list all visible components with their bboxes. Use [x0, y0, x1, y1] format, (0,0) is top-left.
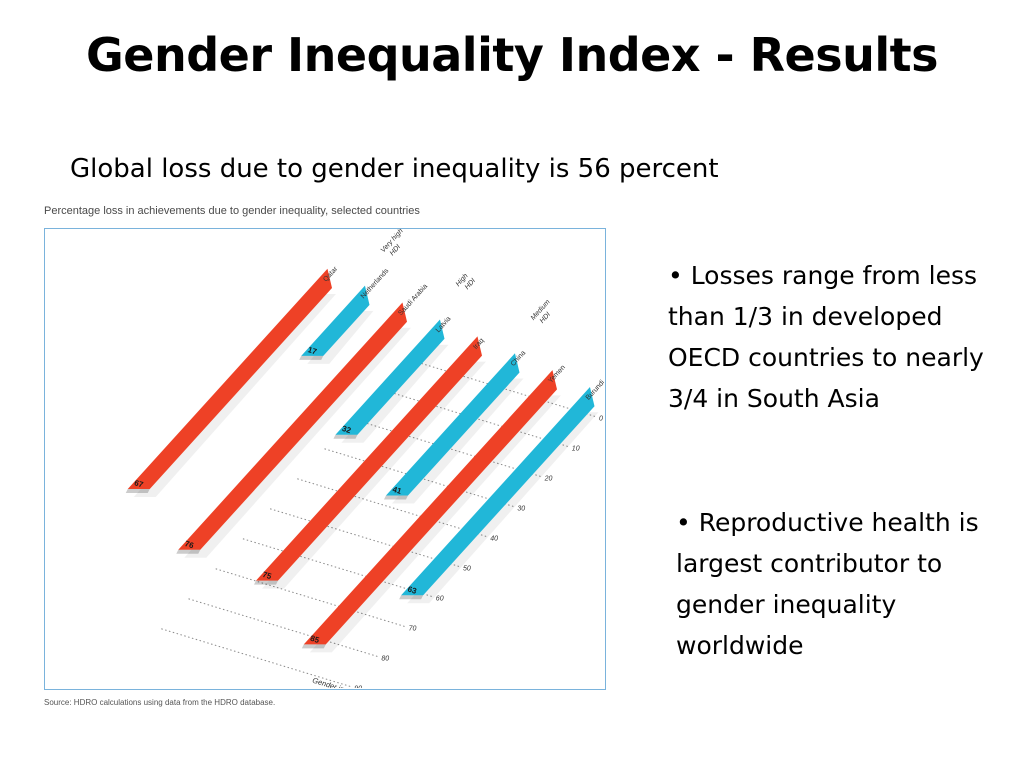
- bar-end: [383, 495, 408, 500]
- axis-title: Gender inequality index, loss (%): [311, 676, 419, 688]
- bar: [127, 268, 332, 489]
- bar-value-label: 63: [407, 585, 419, 596]
- category-label: Saudi Arabia: [397, 283, 429, 317]
- bar-value-label: 67: [133, 478, 145, 489]
- bar-value-label: 17: [307, 345, 319, 356]
- tick-label: 0: [599, 415, 603, 422]
- bar-end: [333, 434, 358, 439]
- bar-end: [399, 595, 424, 600]
- tick-label: 60: [436, 595, 444, 602]
- bar: [178, 302, 407, 550]
- tick-label: 30: [517, 505, 525, 512]
- gridline: [350, 417, 541, 477]
- bar-value-label: 76: [184, 539, 196, 550]
- bar: [303, 370, 557, 645]
- gridline: [296, 477, 487, 537]
- bar-end: [176, 549, 201, 554]
- category-label: Netherlands: [360, 267, 391, 300]
- category-label: Iraq: [472, 337, 485, 351]
- tick-label: 70: [409, 625, 417, 632]
- tick-label: 50: [463, 565, 471, 572]
- chart-caption: Percentage loss in achievements due to g…: [44, 205, 420, 217]
- bar: [256, 336, 482, 581]
- tick-label: 40: [490, 535, 498, 542]
- bar-end: [125, 489, 150, 493]
- tick-label: 10: [572, 445, 580, 452]
- gridline: [214, 567, 405, 627]
- tick-label: 20: [544, 475, 553, 482]
- bar-end: [254, 580, 278, 585]
- gridline: [323, 447, 514, 507]
- gridline: [404, 357, 596, 417]
- gridline: [377, 387, 568, 447]
- bar-value-label: 85: [309, 634, 321, 645]
- gridline: [268, 507, 460, 567]
- gridline: [241, 537, 432, 597]
- bar-value-label: 32: [341, 424, 353, 435]
- tick-label: 90: [354, 685, 362, 688]
- bar-value-label: 75: [261, 570, 273, 581]
- tick-label: 80: [381, 655, 389, 662]
- slide-title: Gender Inequality Index - Results: [86, 28, 939, 82]
- bullet-reproductive-health: • Reproductive health is largest contrib…: [676, 508, 979, 660]
- source-note: Source: HDRO calculations using data fro…: [44, 698, 276, 707]
- chart-frame: 0 10 20 30 40 50 60 70 80 90Gender inequality ind…: [44, 228, 606, 690]
- bar: [301, 285, 370, 356]
- slide-subtitle: Global loss due to gender inequality is …: [70, 154, 719, 184]
- bar-end: [301, 644, 326, 649]
- bullet-losses-range: • Losses range from less than 1/3 in dev…: [668, 261, 984, 413]
- gridline: [187, 597, 378, 657]
- bar: [335, 319, 445, 435]
- bar: [401, 387, 595, 596]
- bar-value-label: 41: [391, 485, 403, 496]
- gridline: [160, 627, 351, 687]
- gii-bar-chart: 0 10 20 30 40 50 60 70 80 90Gender inequality ind…: [125, 229, 604, 688]
- bar-end: [299, 355, 324, 360]
- bar: [385, 353, 520, 496]
